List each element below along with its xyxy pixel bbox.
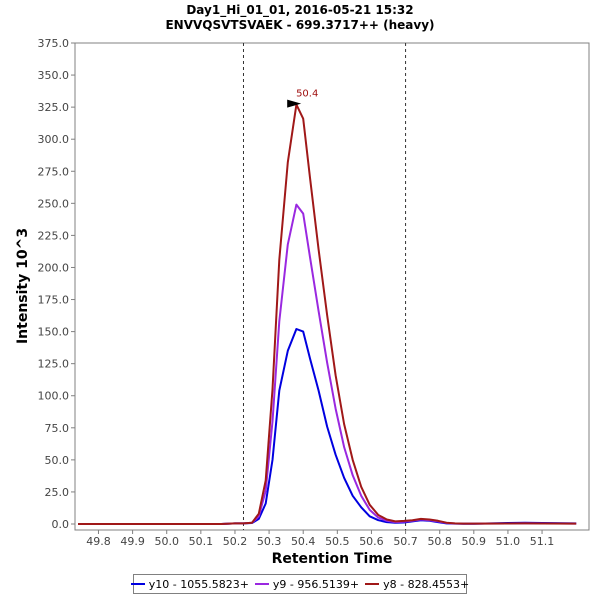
y-tick-label: 325.0 (38, 101, 70, 114)
x-tick-label: 50.9 (462, 535, 487, 548)
y-tick-label: 50.0 (45, 454, 70, 467)
x-tick-label: 50.4 (291, 535, 316, 548)
x-tick-label: 51.0 (496, 535, 521, 548)
x-tick-label: 50.8 (427, 535, 452, 548)
y-axis-label: Intensity 10^3 (15, 228, 31, 344)
y-tick-label: 225.0 (38, 229, 70, 242)
y-tick-label: 150.0 (38, 326, 70, 339)
y-tick-label: 275.0 (38, 165, 70, 178)
peak-annotation: 50.4 (287, 89, 318, 108)
y-tick-label: 125.0 (38, 358, 70, 371)
x-tick-label: 50.7 (393, 535, 418, 548)
plot-area (74, 42, 590, 531)
y-tick-label: 0.0 (52, 518, 70, 531)
x-tick-label: 50.2 (223, 535, 248, 548)
legend-swatch (365, 583, 380, 585)
x-tick-label: 49.8 (86, 535, 111, 548)
y-tick-label: 300.0 (38, 133, 70, 146)
legend-label: y10 - 1055.5823+ (148, 577, 249, 591)
legend: y10 - 1055.5823+ y9 - 956.5139+ y8 - 828.4… (130, 574, 469, 594)
x-axis: 49.8 49.9 50.0 50.1 50.2 50.3 50.4 50.5 50.6 50.7… (86, 530, 554, 548)
x-tick-label: 51.1 (530, 535, 555, 548)
x-tick-label: 50.1 (189, 535, 214, 548)
legend-item: y9 - 956.5139+ (254, 577, 360, 591)
legend-item: y10 - 1055.5823+ (130, 577, 249, 591)
chart-title: Day1_Hi_01_01, 2016-05-21 15:32 (186, 3, 414, 17)
x-tick-label: 50.0 (154, 535, 179, 548)
y-tick-label: 175.0 (38, 294, 70, 307)
peak-marker-arrow (287, 99, 302, 108)
x-tick-label: 49.9 (120, 535, 145, 548)
series-lines (78, 103, 577, 525)
legend-item: y8 - 828.4553+ (365, 578, 469, 591)
series-line-3 (78, 103, 577, 525)
legend-swatch (254, 583, 269, 585)
y-axis: 0.0 25.0 50.0 75.0 100.0 125.0 150.0 175.0 200.0… (38, 37, 75, 531)
y-tick-label: 75.0 (45, 422, 70, 435)
legend-label: y9 - 956.5139+ (272, 577, 360, 591)
y-tick-label: 100.0 (38, 390, 70, 403)
peak-annotation-label: 50.4 (296, 89, 318, 100)
y-tick-label: 375.0 (38, 37, 70, 50)
x-axis-label: Retention Time (272, 551, 393, 567)
y-tick-label: 350.0 (38, 69, 70, 82)
y-tick-label: 250.0 (38, 197, 70, 210)
x-tick-label: 50.6 (359, 535, 384, 548)
x-tick-label: 50.3 (257, 535, 282, 548)
legend-swatch (130, 583, 145, 585)
x-tick-label: 50.5 (325, 535, 350, 548)
y-tick-label: 25.0 (45, 486, 70, 499)
chart-subtitle: ENVVQSVTSVAEK - 699.3717++ (heavy) (165, 18, 435, 32)
legend-label: y8 - 828.4553+ (383, 577, 470, 591)
y-tick-label: 200.0 (38, 261, 70, 274)
